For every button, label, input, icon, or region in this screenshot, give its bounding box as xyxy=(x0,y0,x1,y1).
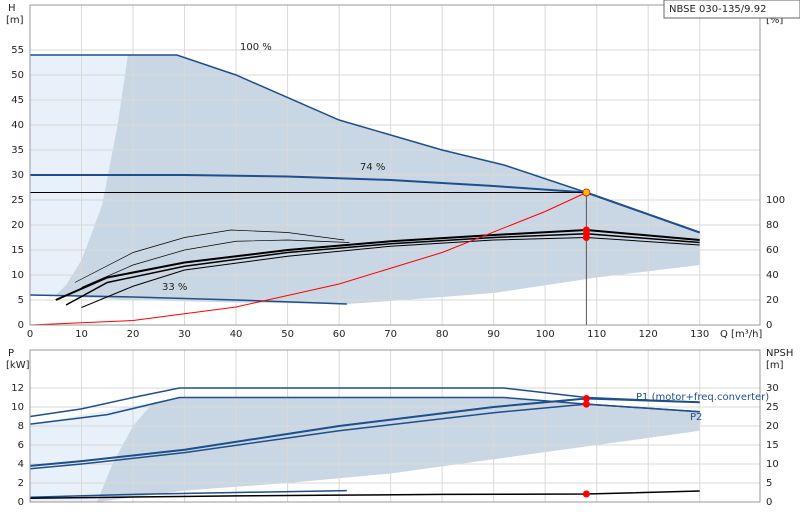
plot-frame xyxy=(29,349,761,503)
y-tick-label: 25 xyxy=(11,195,24,206)
y2-tick-label: 5 xyxy=(766,478,772,489)
x-tick-label: 30 xyxy=(178,329,191,340)
curve xyxy=(55,228,700,301)
y2-tick-label: 15 xyxy=(766,440,779,451)
x-tick-label: 0 xyxy=(27,329,33,340)
y2-tick-label: 40 xyxy=(766,270,779,281)
y-tick-label: 8 xyxy=(18,421,24,432)
curve xyxy=(65,232,700,306)
x-tick-label: 120 xyxy=(639,329,658,340)
y-tick-label: 45 xyxy=(11,95,24,106)
y-tick-label: 15 xyxy=(11,245,24,256)
y-axis-label: H xyxy=(8,3,16,14)
y-tick-label: 4 xyxy=(18,459,24,470)
y2-axis-label: NPSH xyxy=(766,348,793,359)
y2-tick-label: 0 xyxy=(766,497,772,508)
series-label: P1 (motor+freq.converter) xyxy=(636,392,769,403)
plot-area xyxy=(30,5,760,325)
x-tick-label: 40 xyxy=(230,329,243,340)
y-tick-label: 5 xyxy=(18,295,24,306)
y-tick-label: 10 xyxy=(11,270,24,281)
y-tick-label: 2 xyxy=(18,478,24,489)
y-tick-label: 12 xyxy=(11,383,24,394)
duty-point xyxy=(582,188,591,197)
x-tick-label: 110 xyxy=(587,329,606,340)
y-tick-label: 10 xyxy=(11,402,24,413)
curve-label: 100 % xyxy=(240,42,272,53)
y2-tick-label: 60 xyxy=(766,245,779,256)
curve xyxy=(30,387,700,418)
y2-tick-label: 20 xyxy=(766,295,779,306)
plot-area xyxy=(30,350,760,502)
x-tick-label: 20 xyxy=(127,329,140,340)
plot-frame xyxy=(29,4,761,326)
x-tick-label: 70 xyxy=(384,329,397,340)
series-label: P2 xyxy=(690,412,702,423)
curve-label: 33 % xyxy=(162,282,187,293)
y-tick-label: 0 xyxy=(18,497,24,508)
curve xyxy=(81,236,700,308)
y2-axis-unit: [m] xyxy=(766,360,784,371)
x-tick-label: 50 xyxy=(281,329,294,340)
y2-axis-unit: [%] xyxy=(766,15,783,26)
envelope-area xyxy=(96,397,700,502)
y2-tick-label: 10 xyxy=(766,459,779,470)
operating-point xyxy=(582,394,590,402)
x-axis-label: Q [m³/h] xyxy=(720,329,762,340)
y2-tick-label: 25 xyxy=(766,402,779,413)
curve xyxy=(30,489,347,498)
chart-title: NBSE 030-135/9.92 xyxy=(669,4,766,15)
y2-tick-label: 100 xyxy=(766,195,785,206)
y2-tick-label: 30 xyxy=(766,383,779,394)
curve-label: 74 % xyxy=(360,162,385,173)
x-tick-label: 90 xyxy=(487,329,500,340)
curve xyxy=(30,192,587,325)
title-box xyxy=(663,0,800,19)
operating-point xyxy=(582,234,590,241)
y2-tick-label: 20 xyxy=(766,421,779,432)
y-tick-label: 6 xyxy=(18,440,24,451)
y-tick-label: 55 xyxy=(11,45,24,56)
operating-point xyxy=(582,490,590,498)
x-tick-label: 130 xyxy=(690,329,709,340)
y2-tick-label: 80 xyxy=(766,220,779,231)
y-tick-label: 50 xyxy=(11,70,24,81)
curve xyxy=(81,239,350,288)
y-tick-label: 30 xyxy=(11,170,24,181)
y2-tick-label: 0 xyxy=(766,320,772,331)
x-tick-label: 80 xyxy=(436,329,449,340)
x-tick-label: 60 xyxy=(333,329,346,340)
y-axis-label: P xyxy=(8,348,14,359)
y-tick-label: 40 xyxy=(11,120,24,131)
y-axis-unit: [m] xyxy=(6,15,24,26)
x-tick-label: 100 xyxy=(536,329,555,340)
y-axis-unit: [kW] xyxy=(6,360,30,371)
operating-point xyxy=(582,400,590,408)
x-tick-label: 10 xyxy=(75,329,88,340)
envelope-area xyxy=(30,397,180,502)
y-tick-label: 35 xyxy=(11,145,24,156)
y-tick-label: 0 xyxy=(18,320,24,331)
curve xyxy=(74,229,345,283)
y-tick-label: 20 xyxy=(11,220,24,231)
